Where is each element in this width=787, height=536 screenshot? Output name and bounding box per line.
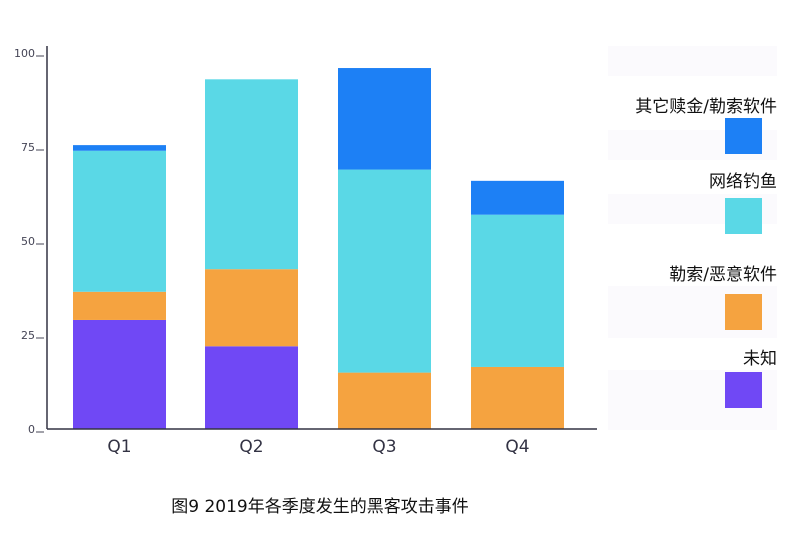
bar-q1-series-0 — [73, 319, 166, 429]
x-tick-label-q2: Q2 — [239, 437, 263, 457]
bar-q2-series-0 — [205, 346, 298, 429]
x-tick-label-q1: Q1 — [107, 437, 131, 457]
bar-q4-series-3 — [471, 180, 564, 215]
bar-q3-series-3 — [338, 68, 431, 170]
y-ticks-group: 0 25 50 75 100 — [14, 47, 44, 436]
chart-caption: 图9 2019年各季度发生的黑客攻击事件 — [171, 497, 469, 517]
bars-group — [73, 68, 564, 429]
bar-q2-series-1 — [205, 269, 298, 347]
bar-q4-series-1 — [471, 366, 564, 429]
bar-q3-series-1 — [338, 372, 431, 429]
x-tick-label-q3: Q3 — [372, 437, 396, 457]
bar-q1-series-2 — [73, 150, 166, 292]
y-tick-label-100: 100 — [14, 47, 35, 60]
y-tick-label-50: 50 — [21, 235, 35, 248]
legend-swatch-unknown — [725, 372, 762, 408]
legend-label-unknown: 未知 — [743, 349, 777, 369]
legend-label-ransomware: 勒索/恶意软件 — [669, 265, 777, 285]
bar-q1-series-3 — [73, 145, 166, 151]
bar-q3-series-2 — [338, 169, 431, 373]
y-tick-label-0: 0 — [28, 423, 35, 436]
y-tick-label-25: 25 — [21, 329, 35, 342]
bar-q4-series-2 — [471, 214, 564, 367]
bar-q1-series-1 — [73, 291, 166, 320]
legend-label-other-ransom: 其它赎金/勒索软件 — [635, 97, 777, 117]
y-tick-label-75: 75 — [21, 141, 35, 154]
legend-swatch-other-ransom — [725, 118, 762, 154]
x-tick-label-q4: Q4 — [505, 437, 529, 457]
bar-q2-series-2 — [205, 79, 298, 270]
legend-label-phishing: 网络钓鱼 — [709, 172, 777, 192]
x-ticks-group: Q1 Q2 Q3 Q4 — [107, 437, 529, 457]
legend-swatch-ransomware — [725, 294, 762, 330]
legend-swatch-phishing — [725, 198, 762, 234]
legend-panel-1 — [608, 46, 777, 76]
